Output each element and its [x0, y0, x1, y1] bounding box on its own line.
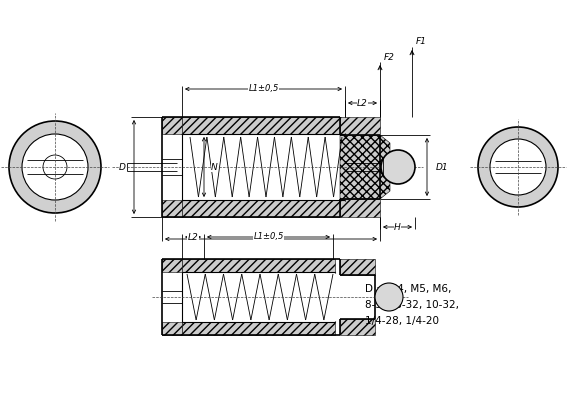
Text: N: N [211, 162, 218, 172]
Circle shape [43, 155, 67, 179]
Circle shape [22, 134, 88, 200]
Polygon shape [340, 319, 375, 335]
Polygon shape [340, 259, 375, 275]
Polygon shape [162, 259, 182, 272]
Polygon shape [162, 200, 182, 217]
Text: L2: L2 [187, 233, 198, 241]
Polygon shape [162, 117, 182, 134]
Text: D1: D1 [436, 162, 449, 172]
Circle shape [490, 139, 546, 195]
Text: F2: F2 [384, 53, 395, 62]
Polygon shape [182, 259, 335, 272]
Text: H: H [394, 222, 401, 231]
Text: L1±0,5: L1±0,5 [253, 233, 283, 241]
Polygon shape [182, 117, 340, 134]
Circle shape [381, 150, 415, 184]
Text: L: L [268, 234, 274, 244]
Polygon shape [340, 135, 390, 199]
Circle shape [478, 127, 558, 207]
Circle shape [375, 283, 403, 311]
Circle shape [9, 121, 101, 213]
Text: D: D [119, 162, 126, 172]
Polygon shape [162, 322, 182, 335]
Polygon shape [340, 117, 380, 135]
Text: F1: F1 [416, 37, 427, 46]
Polygon shape [340, 199, 380, 217]
Text: D = M4, M5, M6,
8-36, 8-32, 10-32,
1/4-28, 1/4-20: D = M4, M5, M6, 8-36, 8-32, 10-32, 1/4-2… [365, 283, 459, 326]
Polygon shape [182, 322, 335, 335]
Text: L1±0,5: L1±0,5 [249, 85, 279, 94]
Text: L2: L2 [357, 98, 368, 108]
Polygon shape [182, 200, 340, 217]
